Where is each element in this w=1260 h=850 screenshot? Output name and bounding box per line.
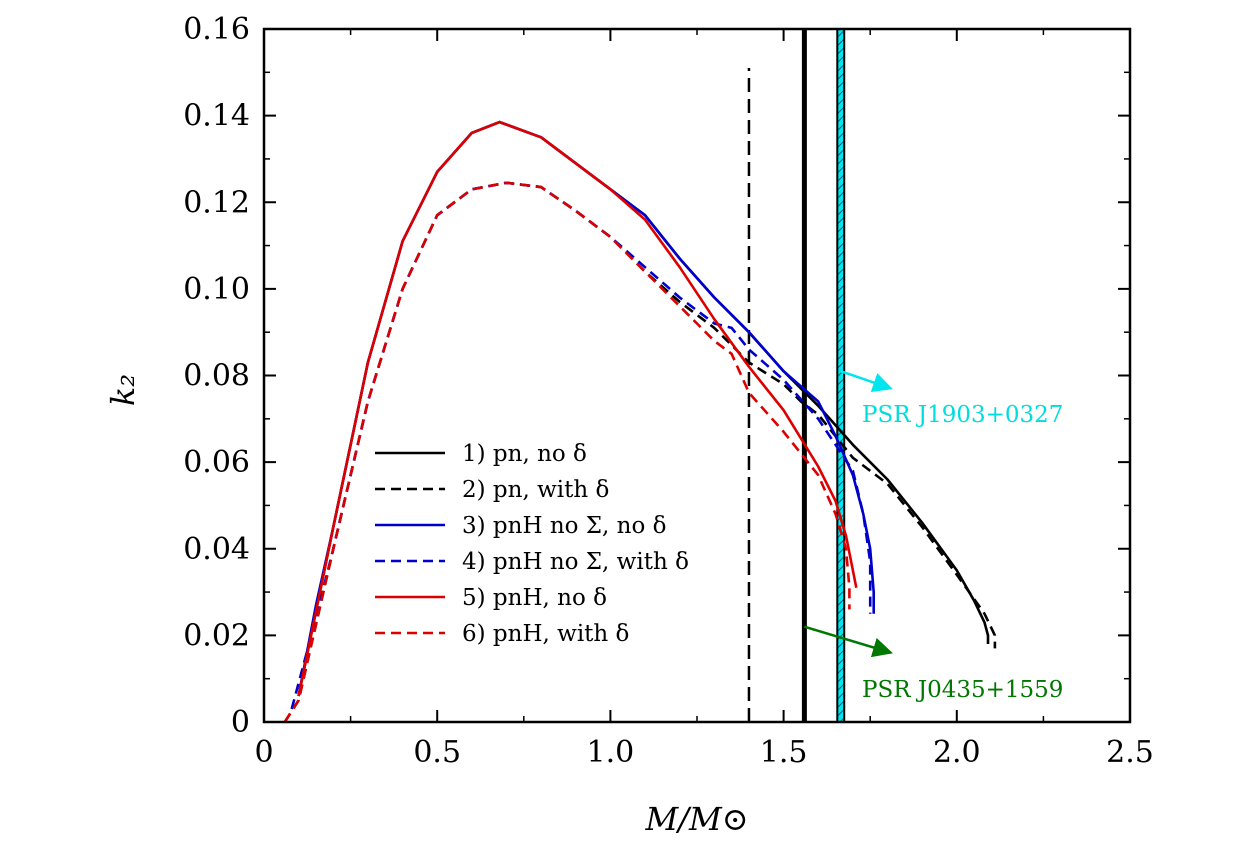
reference-lines [747, 28, 846, 723]
legend-label-4: 4) pnH no Σ, with δ [462, 549, 689, 575]
y-tick-label: 0.16 [183, 12, 250, 47]
legend-label-5: 5) pnH, no δ [462, 585, 607, 611]
series-line-6 [283, 181, 851, 722]
x-tick-label: 0.5 [413, 735, 461, 770]
annotations: PSR J1903+0327 PSR J0435+1559 [804, 369, 1063, 703]
annotation-label-1: PSR J1903+0327 [862, 402, 1063, 428]
series-line-4 [290, 181, 872, 710]
legend-label-6: 6) pnH, with δ [462, 621, 629, 647]
x-tick-label: 1.0 [587, 735, 635, 770]
x-tick-label: 0 [254, 735, 273, 770]
y-tick-label: 0.02 [183, 618, 250, 653]
legend-label-3: 3) pnH no Σ, no δ [462, 513, 667, 539]
annotation-label-2: PSR J0435+1559 [862, 677, 1063, 703]
plot-frame [262, 27, 1132, 724]
axis-ticks [263, 28, 1131, 723]
x-axis-title: M/M⊙ [644, 800, 748, 838]
y-tick-label: 0.14 [183, 99, 250, 134]
series-line-5 [297, 120, 858, 697]
annotation-arrow-2 [804, 625, 893, 658]
y-tick-label: 0.04 [183, 532, 250, 567]
y-tick-label: 0.12 [183, 185, 250, 220]
y-tick-label: 0.10 [183, 272, 250, 307]
y-tick-label: 0 [231, 705, 250, 740]
y-tick-label: 0.06 [183, 445, 250, 480]
legend: 1) pn, no δ 2) pn, with δ 3) pnH no Σ, no … [375, 441, 689, 647]
measurement-band [836, 28, 846, 723]
legend-label-1: 1) pn, no δ [462, 441, 587, 467]
annotation-arrow-1 [840, 369, 893, 393]
series-curves [283, 120, 997, 722]
y-tick-label: 0.08 [183, 359, 250, 394]
x-tick-label: 1.5 [760, 735, 808, 770]
x-tick-label: 2.0 [933, 735, 981, 770]
y-axis-title: k₂ [104, 374, 142, 406]
tick-labels: 0 0.5 1.0 1.5 2.0 2.5 0 0.02 0.04 0.06 0.08 0.10 0.1… [183, 12, 1154, 770]
legend-label-2: 2) pn, with δ [462, 477, 609, 503]
x-tick-label: 2.5 [1106, 735, 1154, 770]
